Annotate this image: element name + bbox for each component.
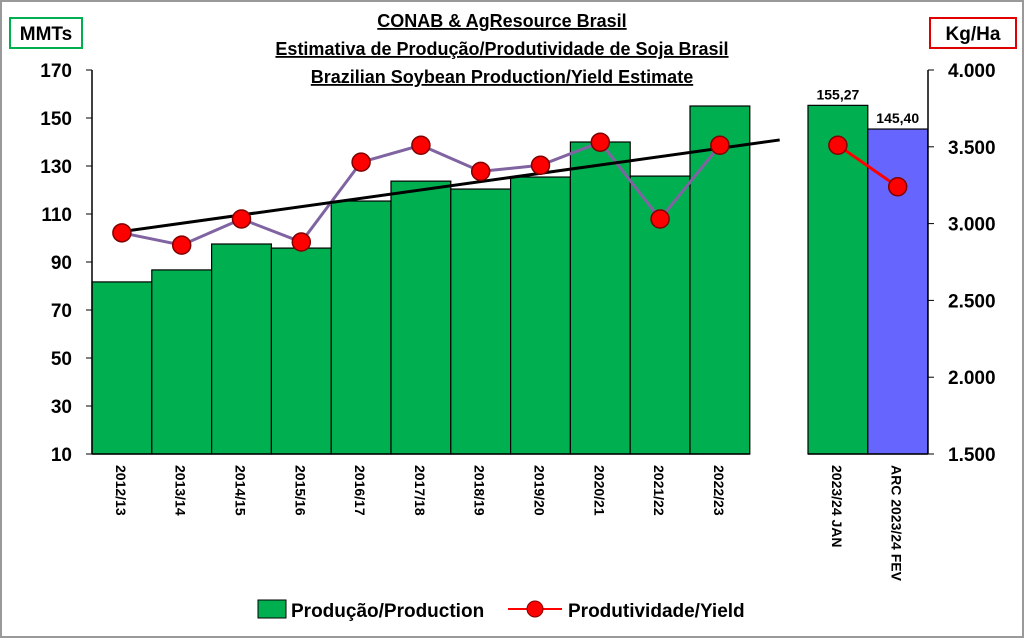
bar [91, 281, 153, 455]
value-label: 155,27 [816, 86, 859, 102]
y-tick-label: 170 [40, 61, 72, 82]
y2-tick-label: 2.500 [948, 291, 996, 312]
y-tick-label: 130 [40, 157, 72, 178]
x-tick-label: 2015/16 [292, 465, 308, 516]
x-tick-label: 2020/21 [591, 465, 607, 516]
legend-label: Produção/Production [291, 601, 484, 622]
marker [171, 235, 192, 255]
y-tick-label: 110 [41, 205, 72, 226]
y2-label: Kg/Ha [946, 24, 1001, 45]
x-tick-label: 2018/19 [472, 465, 488, 516]
marker [112, 223, 132, 243]
x-tick-label: 2019/20 [532, 465, 548, 516]
bar [569, 141, 631, 455]
bar [689, 105, 751, 455]
x-tick-label: 2017/18 [412, 465, 428, 516]
marker [650, 209, 670, 229]
marker [887, 176, 908, 197]
legend-swatch [257, 599, 287, 619]
y-tick-label: 90 [51, 253, 72, 274]
marker [231, 209, 252, 229]
bar [807, 104, 869, 455]
y2-tick-label: 2.000 [948, 368, 996, 389]
bar [270, 247, 332, 455]
marker [710, 135, 730, 156]
x-tick-label: 2016/17 [352, 465, 368, 516]
y-tick-label: 50 [51, 349, 72, 370]
marker [351, 152, 371, 172]
x-tick-label: ARC 2023/24 FEV [889, 465, 905, 582]
marker [828, 135, 848, 156]
x-tick-label: 2022/23 [711, 465, 727, 516]
bar [450, 188, 512, 455]
bar [390, 180, 452, 455]
marker [590, 132, 611, 152]
bar [151, 269, 213, 455]
marker [530, 155, 551, 175]
y-tick-label: 30 [51, 397, 72, 418]
y2-label-box [929, 17, 1017, 49]
y2-tick-label: 4.000 [948, 61, 996, 82]
line [837, 144, 899, 188]
y-tick-label: 10 [51, 445, 72, 466]
chart-title: Brazilian Soybean Production/Yield Estim… [311, 67, 693, 87]
y2-tick-label: 1.500 [948, 445, 996, 466]
trendline [121, 138, 780, 234]
marker [470, 161, 491, 182]
bar [330, 200, 392, 455]
x-tick-label: 2023/24 JAN [829, 465, 845, 548]
y2-tick-label: 3.500 [948, 138, 996, 159]
y2-tick-label: 3.000 [948, 215, 996, 236]
marker [291, 232, 312, 252]
x-tick-label: 2012/13 [113, 465, 129, 516]
bar [211, 243, 273, 455]
x-tick-label: 2014/15 [233, 465, 249, 516]
legend-marker [526, 600, 544, 618]
chart-title: CONAB & AgResource Brasil [377, 11, 626, 31]
y-label: MMTs [20, 24, 72, 45]
x-tick-label: 2013/14 [173, 465, 189, 516]
value-label: 145,40 [876, 110, 919, 126]
marker [411, 135, 431, 156]
y-label-box [9, 17, 83, 49]
bar [510, 176, 572, 455]
x-tick-label: 2021/22 [651, 465, 667, 516]
chart-title: Estimativa de Produção/Produtividade de … [275, 39, 728, 59]
y-tick-label: 150 [40, 109, 72, 130]
legend-label: Produtividade/Yield [568, 601, 745, 622]
y-tick-label: 70 [51, 301, 72, 322]
